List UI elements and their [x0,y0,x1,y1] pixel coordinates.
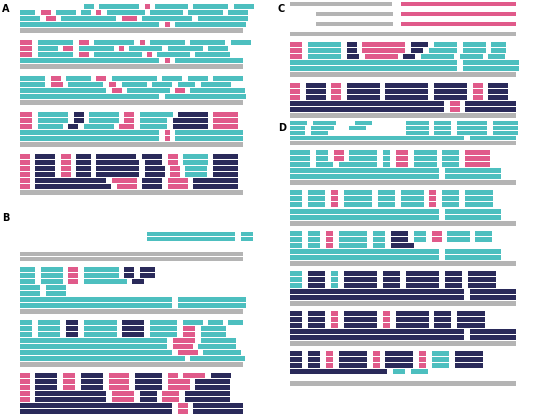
Text: C: C [278,4,285,14]
Text: D: D [278,123,286,133]
Text: A: A [2,4,9,14]
Text: B: B [2,213,9,223]
